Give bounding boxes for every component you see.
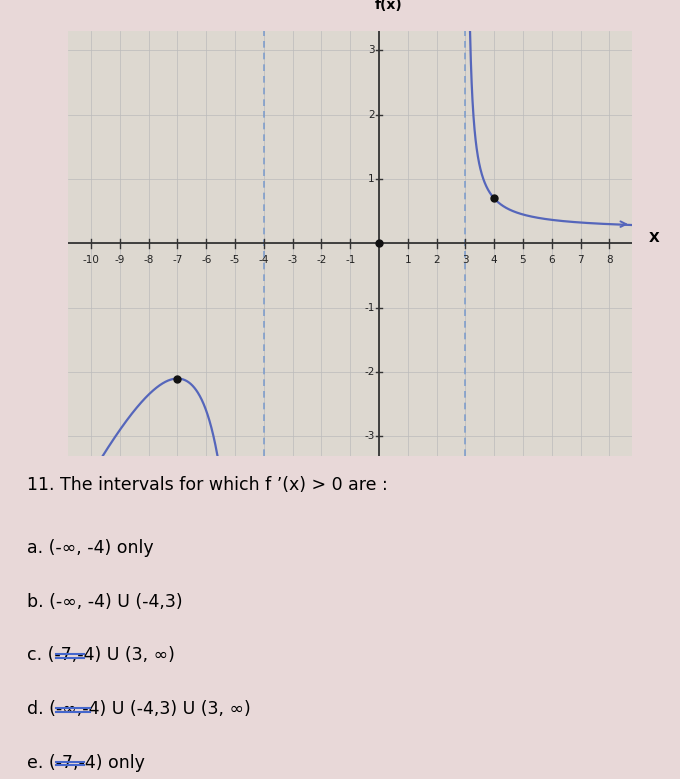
Text: 5: 5 — [520, 255, 526, 265]
Text: -1: -1 — [345, 255, 356, 265]
Text: b. (-∞, -4) U (-4,3): b. (-∞, -4) U (-4,3) — [27, 593, 183, 611]
Text: c. (-7,-4) U (3, ∞): c. (-7,-4) U (3, ∞) — [27, 647, 175, 664]
Text: X: X — [648, 231, 659, 245]
Text: 1: 1 — [405, 255, 411, 265]
Text: f(x): f(x) — [375, 0, 403, 12]
Text: -10: -10 — [82, 255, 99, 265]
Text: d. (-∞,-4) U (-4,3) U (3, ∞): d. (-∞,-4) U (-4,3) U (3, ∞) — [27, 700, 251, 718]
Text: 1: 1 — [368, 174, 375, 184]
Text: -9: -9 — [115, 255, 125, 265]
Text: -3: -3 — [288, 255, 298, 265]
Text: -4: -4 — [258, 255, 269, 265]
Text: 3: 3 — [368, 45, 375, 55]
Text: -3: -3 — [364, 432, 375, 442]
Text: -2: -2 — [364, 367, 375, 377]
Text: -8: -8 — [143, 255, 154, 265]
Text: 4: 4 — [491, 255, 498, 265]
Text: 11. The intervals for which f ’(x) > 0 are :: 11. The intervals for which f ’(x) > 0 a… — [27, 476, 388, 494]
Text: 2: 2 — [368, 110, 375, 120]
Text: a. (-∞, -4) only: a. (-∞, -4) only — [27, 539, 154, 557]
Text: 2: 2 — [433, 255, 440, 265]
Text: 3: 3 — [462, 255, 469, 265]
Text: 8: 8 — [606, 255, 613, 265]
Text: 6: 6 — [549, 255, 555, 265]
Text: -6: -6 — [201, 255, 211, 265]
Text: -7: -7 — [172, 255, 183, 265]
Text: -2: -2 — [316, 255, 326, 265]
Text: -1: -1 — [364, 303, 375, 312]
Text: -5: -5 — [230, 255, 240, 265]
Text: 7: 7 — [577, 255, 584, 265]
Text: e. (-7,-4) only: e. (-7,-4) only — [27, 754, 145, 772]
